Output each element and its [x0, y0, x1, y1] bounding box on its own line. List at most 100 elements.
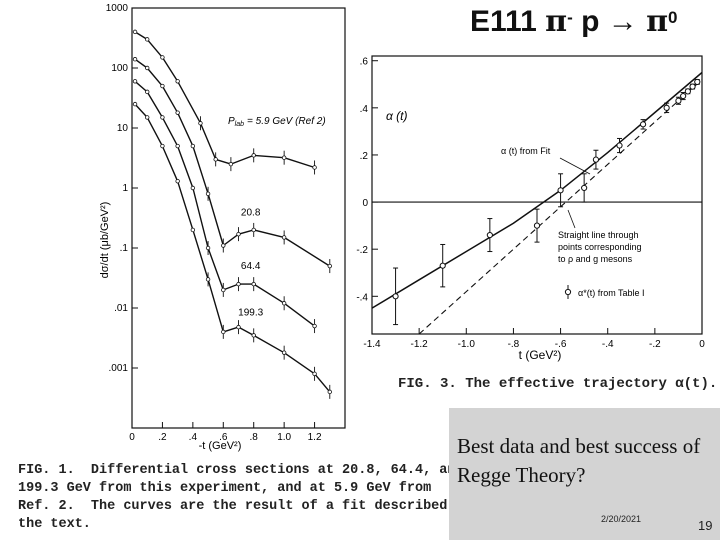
fig3-fit-curve [371, 71, 703, 309]
fig3-data-point [689, 83, 696, 90]
fig1-data-point [312, 371, 317, 377]
fig3-axes: -1.4 -1.2 -1.0 -.8 -.6 -.4 -.2 0 .6 .4 .2 0 -.2 -.4 [356, 55, 705, 350]
fig1-data-point [251, 281, 256, 287]
comment-box: Best data and best success of Regge Theo… [449, 408, 720, 540]
fig1-data-point [312, 165, 317, 170]
fig1-curve-label: 20.8 [241, 207, 261, 218]
fig1-data-point [327, 263, 332, 269]
fig1-data-point [175, 110, 180, 115]
fig1-data-point [281, 235, 287, 240]
fig1-data-point [236, 281, 241, 287]
fig1-differential-cross-section-chart: 0 .2 .4 .6 .8 1.0 1.2 1000 100 10 1 .1 .01 .001 20.8 64… [99, 3, 346, 452]
fig1-x-tick-label: 1.2 [308, 432, 322, 443]
fig1-data-point [221, 287, 226, 293]
fig1-data-point [205, 245, 211, 251]
fig1-x-tick-label: .2 [158, 432, 167, 443]
fig1-data-point [145, 37, 150, 42]
fig3-y-tick-label: .4 [360, 104, 369, 115]
fig1-data-point [281, 350, 287, 355]
fig1-data-point [251, 153, 256, 158]
fig1-plab-label: Plab = 5.9 GeV (Ref 2) [228, 116, 326, 128]
fig3-data-point [680, 92, 687, 100]
fig1-fit-curve [134, 31, 315, 169]
fig3-effective-trajectory-chart: -1.4 -1.2 -1.0 -.8 -.6 -.4 -.2 0 .6 .4 .2 0 -.2 -.4 α… [356, 55, 705, 362]
fig1-y-tick-label: .01 [114, 303, 128, 314]
fig3-x-tick-label: 0 [699, 339, 705, 350]
fig1-data-point [281, 301, 287, 306]
fig3-legend-marker [564, 285, 572, 299]
fig3-y-tick-label: .6 [360, 57, 369, 68]
fig1-data-point [205, 277, 211, 282]
fig1-x-tick-label: .8 [250, 432, 259, 443]
fig1-x-tick-label: .6 [219, 432, 228, 443]
fig1-curve-label: 199.3 [238, 307, 263, 318]
comment-text: Best data and best success of Regge Theo… [457, 434, 701, 487]
fig1-data-point [327, 389, 332, 395]
fig1-axes: 0 .2 .4 .6 .8 1.0 1.2 1000 100 10 1 .1 .01 .001 20.8 64… [106, 3, 346, 443]
fig1-fit-curve [134, 103, 331, 393]
fig1-y-tick-label: 10 [117, 123, 129, 134]
fig1-x-tick-label: 1.0 [277, 432, 291, 443]
fig1-data-point [132, 79, 138, 84]
fig3-data-point [392, 293, 399, 300]
fig1-data-point [190, 185, 196, 191]
fig1-data-point [160, 55, 165, 60]
fig1-data-point [213, 157, 218, 162]
fig3-caption: FIG. 3. The effective trajectory α(t). [398, 376, 718, 392]
fig3-y-tick-label: .2 [360, 151, 369, 162]
fig3-data-point [486, 231, 493, 239]
fig1-data-point [132, 101, 138, 107]
fig3-data-point [639, 121, 647, 128]
fig3-data-point [592, 156, 600, 163]
fig3-data-point [557, 187, 564, 194]
fig3-data-point [439, 262, 446, 269]
fig1-data-point [205, 191, 211, 197]
fig1-y-tick-label: 1000 [106, 3, 129, 14]
fig1-data-point [160, 143, 165, 149]
fig1-data-point [236, 231, 241, 237]
fig1-data-point [236, 324, 241, 330]
slide-date: 2/20/2021 [601, 514, 642, 524]
fig1-xlabel: -t (GeV²) [199, 440, 242, 452]
fig1-data-point [251, 227, 256, 233]
fig1-y-tick-label: .1 [120, 243, 129, 254]
fig1-data-point [190, 227, 196, 233]
fig3-lines [371, 71, 703, 335]
fig1-data-point [145, 65, 150, 71]
fig3-x-tick-label: -.6 [555, 339, 567, 350]
fig1-data-point [198, 121, 203, 126]
fig1-data-point [175, 143, 180, 149]
fig3-points [392, 78, 701, 326]
fig3-data-point [675, 97, 682, 104]
fig3-xlabel: t (GeV²) [519, 348, 562, 362]
slide-page-number: 19 [698, 518, 713, 533]
fig1-data-point [132, 57, 138, 62]
fig1-frame [131, 7, 346, 429]
fig3-ylabel: α (t) [386, 109, 408, 123]
fig3-data-point [533, 222, 541, 229]
fig1-x-tick-label: 0 [129, 432, 135, 443]
fig3-data-point [616, 142, 623, 149]
fig3-x-tick-label: -1.4 [363, 339, 381, 350]
fig1-caption: FIG. 1. Differential cross sections at 2… [18, 463, 472, 532]
fig3-data-point [684, 88, 691, 95]
fig3-annotation-fit: α (t) from Fit [501, 146, 551, 156]
slide-title: E111 π- p → π0n [470, 4, 678, 48]
fig1-y-tick-label: .001 [109, 363, 129, 374]
fig3-annotation-table: α*(t) from Table I [578, 288, 645, 298]
fig1-data-point [145, 115, 150, 120]
fig1-data-point [221, 329, 226, 335]
fig1-data-point [281, 155, 287, 160]
fig1-points [132, 29, 332, 399]
fig3-y-tick-label: -.4 [356, 292, 368, 303]
fig1-data-point [221, 243, 226, 248]
fig3-x-tick-label: -.4 [602, 339, 614, 350]
fig3-annotation-fit-arrow [559, 157, 591, 175]
fig3-annotation-line-2: points corresponding [558, 242, 642, 252]
fig3-x-tick-label: -1.2 [411, 339, 429, 350]
fig1-data-point [175, 178, 180, 184]
fig1-data-point [160, 83, 165, 89]
fig1-y-tick-label: 100 [111, 63, 128, 74]
fig3-frame [371, 55, 703, 335]
fig1-data-point [251, 333, 256, 338]
